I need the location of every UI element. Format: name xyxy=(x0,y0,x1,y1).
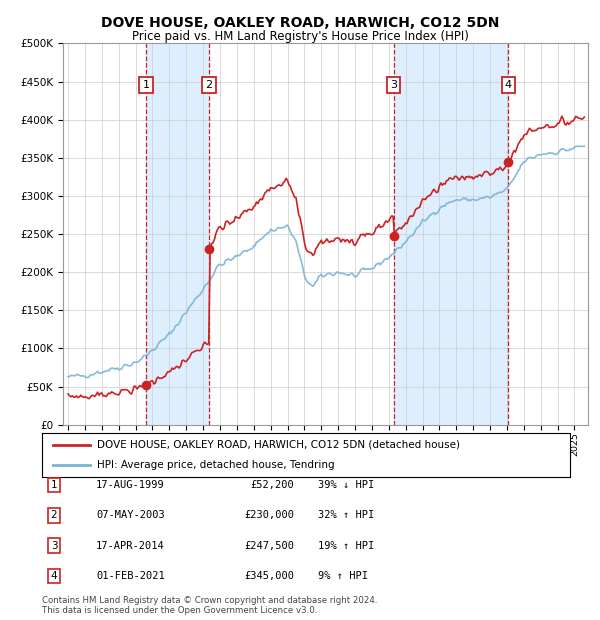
Text: 01-FEB-2021: 01-FEB-2021 xyxy=(96,571,165,581)
Text: £247,500: £247,500 xyxy=(244,541,294,551)
Text: 32% ↑ HPI: 32% ↑ HPI xyxy=(318,510,374,520)
Text: Price paid vs. HM Land Registry's House Price Index (HPI): Price paid vs. HM Land Registry's House … xyxy=(131,30,469,43)
Text: DOVE HOUSE, OAKLEY ROAD, HARWICH, CO12 5DN (detached house): DOVE HOUSE, OAKLEY ROAD, HARWICH, CO12 5… xyxy=(97,440,460,450)
Text: 2: 2 xyxy=(50,510,58,520)
Text: Contains HM Land Registry data © Crown copyright and database right 2024.
This d: Contains HM Land Registry data © Crown c… xyxy=(42,596,377,615)
Text: DOVE HOUSE, OAKLEY ROAD, HARWICH, CO12 5DN: DOVE HOUSE, OAKLEY ROAD, HARWICH, CO12 5… xyxy=(101,16,499,30)
Bar xyxy=(394,43,508,425)
Text: 17-APR-2014: 17-APR-2014 xyxy=(96,541,165,551)
Bar xyxy=(146,43,209,425)
Text: £52,200: £52,200 xyxy=(250,480,294,490)
Text: 2: 2 xyxy=(205,81,212,91)
Text: 3: 3 xyxy=(50,541,58,551)
Text: £230,000: £230,000 xyxy=(244,510,294,520)
Text: 17-AUG-1999: 17-AUG-1999 xyxy=(96,480,165,490)
Text: 9% ↑ HPI: 9% ↑ HPI xyxy=(318,571,368,581)
Text: 1: 1 xyxy=(143,81,149,91)
Text: £345,000: £345,000 xyxy=(244,571,294,581)
Text: HPI: Average price, detached house, Tendring: HPI: Average price, detached house, Tend… xyxy=(97,460,335,471)
Text: 4: 4 xyxy=(505,81,512,91)
Text: 19% ↑ HPI: 19% ↑ HPI xyxy=(318,541,374,551)
Text: 3: 3 xyxy=(390,81,397,91)
Text: 4: 4 xyxy=(50,571,58,581)
Text: 39% ↓ HPI: 39% ↓ HPI xyxy=(318,480,374,490)
Text: 1: 1 xyxy=(50,480,58,490)
Text: 07-MAY-2003: 07-MAY-2003 xyxy=(96,510,165,520)
